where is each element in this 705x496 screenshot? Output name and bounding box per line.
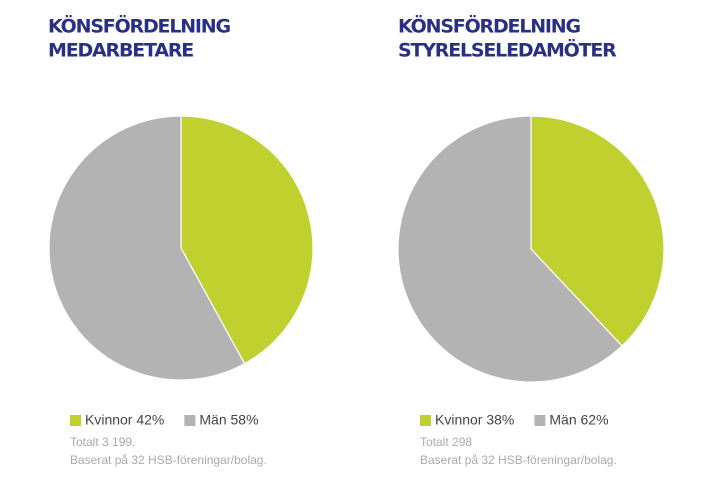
legend-label: Kvinnor 42%: [85, 412, 164, 428]
legend-label: Män 58%: [199, 412, 258, 428]
legend-swatch: [70, 415, 81, 426]
chart-title: MEDARBETARE: [48, 40, 193, 62]
chart-title: KÖNSFÖRDELNING: [48, 14, 230, 38]
legend-swatch: [420, 415, 431, 426]
legend-label: Kvinnor 38%: [435, 412, 514, 428]
pie-slice: [180, 115, 314, 365]
pie-slice: [397, 115, 623, 383]
note: Baserat på 32 HSB-föreningar/bolag.: [70, 453, 267, 467]
legend-swatch: [534, 415, 546, 426]
chart-title: KÖNSFÖRDELNING: [398, 14, 580, 38]
legend-swatch: [184, 415, 196, 426]
legend-label: Män 62%: [549, 412, 608, 428]
pie-slice: [530, 115, 665, 347]
chart-title: STYRELSELEDAMÖTER: [398, 38, 617, 62]
pie-slice: [48, 115, 246, 381]
note: Totalt 3 199.: [70, 435, 135, 449]
note: Totalt 298: [420, 435, 472, 449]
note: Baserat på 32 HSB-föreningar/bolag.: [420, 453, 617, 467]
